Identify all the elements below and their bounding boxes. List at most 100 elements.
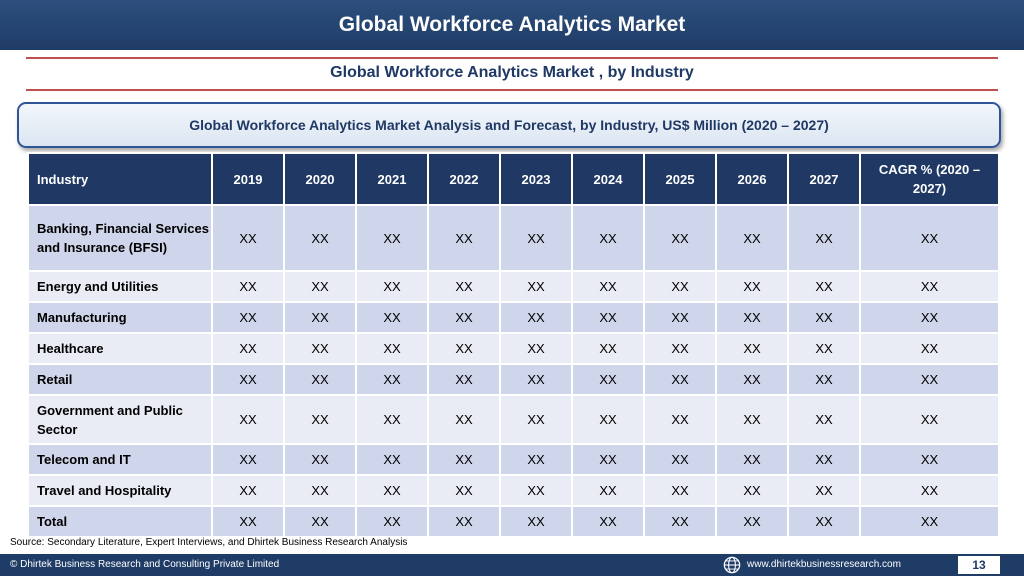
table-cell: XX xyxy=(499,332,573,365)
table-cell: XX xyxy=(643,474,717,507)
column-header: 2020 xyxy=(283,152,357,206)
table-cell: XX xyxy=(859,204,1000,272)
table-cell: XX xyxy=(211,474,285,507)
table-cell: XX xyxy=(571,332,645,365)
table-cell: XX xyxy=(643,394,717,445)
column-header: 2023 xyxy=(499,152,573,206)
page-title: Global Workforce Analytics Market xyxy=(338,13,686,36)
table-cell: XX xyxy=(643,363,717,396)
table-cell: XX xyxy=(355,443,429,476)
table-cell: XX xyxy=(643,204,717,272)
table-cell: XX xyxy=(571,443,645,476)
table-cell: XX xyxy=(211,270,285,303)
table-caption: Global Workforce Analytics Market Analys… xyxy=(189,117,829,133)
table-cell: XX xyxy=(643,505,717,538)
column-header-industry: Industry xyxy=(27,152,213,206)
table-cell: XX xyxy=(427,332,501,365)
table-cell: XX xyxy=(427,301,501,334)
table-cell: XX xyxy=(211,204,285,272)
industry-label: Telecom and IT xyxy=(27,443,213,476)
table-cell: XX xyxy=(283,443,357,476)
globe-icon xyxy=(723,556,741,574)
table-cell: XX xyxy=(787,332,861,365)
table-cell: XX xyxy=(283,363,357,396)
table-cell: XX xyxy=(499,204,573,272)
table-cell: XX xyxy=(859,443,1000,476)
table-cell: XX xyxy=(283,301,357,334)
table-row: Telecom and IT XX XX XX XX XX XX XX XX XX XX xyxy=(27,443,1000,476)
industry-label: Retail xyxy=(27,363,213,396)
column-header: 2021 xyxy=(355,152,429,206)
top-divider xyxy=(26,57,998,59)
column-header: 2027 xyxy=(787,152,861,206)
table-row: Travel and Hospitality XX XX XX XX XX XX XX XX XX… xyxy=(27,474,1000,507)
table-cell: XX xyxy=(787,443,861,476)
table-cell: XX xyxy=(859,505,1000,538)
table-row: Retail XX XX XX XX XX XX XX XX XX XX xyxy=(27,363,1000,396)
table-cell: XX xyxy=(499,505,573,538)
table-row: Government and Public Sector XX XX XX XX XX XX… xyxy=(27,394,1000,445)
copyright-text: © Dhirtek Business Research and Consulti… xyxy=(10,559,280,570)
source-note: Source: Secondary Literature, Expert Int… xyxy=(10,537,408,548)
table-cell: XX xyxy=(355,332,429,365)
table-cell: XX xyxy=(643,332,717,365)
table-cell: XX xyxy=(787,363,861,396)
column-header: CAGR % (2020 – 2027) xyxy=(859,152,1000,206)
table-cell: XX xyxy=(715,301,789,334)
table-cell: XX xyxy=(787,270,861,303)
table-cell: XX xyxy=(571,474,645,507)
industry-label: Banking, Financial Services and Insuranc… xyxy=(27,204,213,272)
table-cell: XX xyxy=(715,332,789,365)
page-number: 13 xyxy=(958,556,1000,574)
table-row: Total XX XX XX XX XX XX XX XX XX XX xyxy=(27,505,1000,538)
table-cell: XX xyxy=(715,270,789,303)
table-cell: XX xyxy=(643,443,717,476)
table-cell: XX xyxy=(427,505,501,538)
table-row: Banking, Financial Services and Insuranc… xyxy=(27,204,1000,272)
column-header: 2025 xyxy=(643,152,717,206)
table-cell: XX xyxy=(571,505,645,538)
table-cell: XX xyxy=(787,474,861,507)
table-cell: XX xyxy=(211,443,285,476)
market-table: Industry 2019 2020 2021 2022 2023 2024 2025 2026… xyxy=(27,152,1000,538)
table-cell: XX xyxy=(859,270,1000,303)
table-row: Healthcare XX XX XX XX XX XX XX XX XX XX xyxy=(27,332,1000,365)
table-cell: XX xyxy=(571,301,645,334)
table-cell: XX xyxy=(715,443,789,476)
table-cell: XX xyxy=(283,505,357,538)
website-link[interactable]: www.dhirtekbusinessresearch.com xyxy=(747,559,901,570)
table-cell: XX xyxy=(571,204,645,272)
table-cell: XX xyxy=(283,204,357,272)
table-cell: XX xyxy=(499,363,573,396)
table-cell: XX xyxy=(427,270,501,303)
table-row: Energy and Utilities XX XX XX XX XX XX XX XX XX XX xyxy=(27,270,1000,303)
table-cell: XX xyxy=(787,505,861,538)
table-caption-banner: Global Workforce Analytics Market Analys… xyxy=(17,102,1001,148)
table-cell: XX xyxy=(355,474,429,507)
table-cell: XX xyxy=(859,394,1000,445)
table-cell: XX xyxy=(355,363,429,396)
table-cell: XX xyxy=(355,301,429,334)
table-cell: XX xyxy=(571,363,645,396)
table-cell: XX xyxy=(715,363,789,396)
table-cell: XX xyxy=(211,363,285,396)
table-cell: XX xyxy=(499,474,573,507)
table-cell: XX xyxy=(283,474,357,507)
table-cell: XX xyxy=(211,301,285,334)
bottom-divider xyxy=(26,89,998,91)
table-cell: XX xyxy=(715,474,789,507)
table-cell: XX xyxy=(859,474,1000,507)
table-cell: XX xyxy=(355,505,429,538)
table-cell: XX xyxy=(427,363,501,396)
column-header: 2022 xyxy=(427,152,501,206)
table-cell: XX xyxy=(355,394,429,445)
table-cell: XX xyxy=(499,394,573,445)
table-cell: XX xyxy=(355,270,429,303)
table-cell: XX xyxy=(427,443,501,476)
table-cell: XX xyxy=(787,204,861,272)
table-cell: XX xyxy=(571,270,645,303)
table-row: Manufacturing XX XX XX XX XX XX XX XX XX XX xyxy=(27,301,1000,334)
table-cell: XX xyxy=(715,505,789,538)
industry-label: Healthcare xyxy=(27,332,213,365)
industry-label: Travel and Hospitality xyxy=(27,474,213,507)
